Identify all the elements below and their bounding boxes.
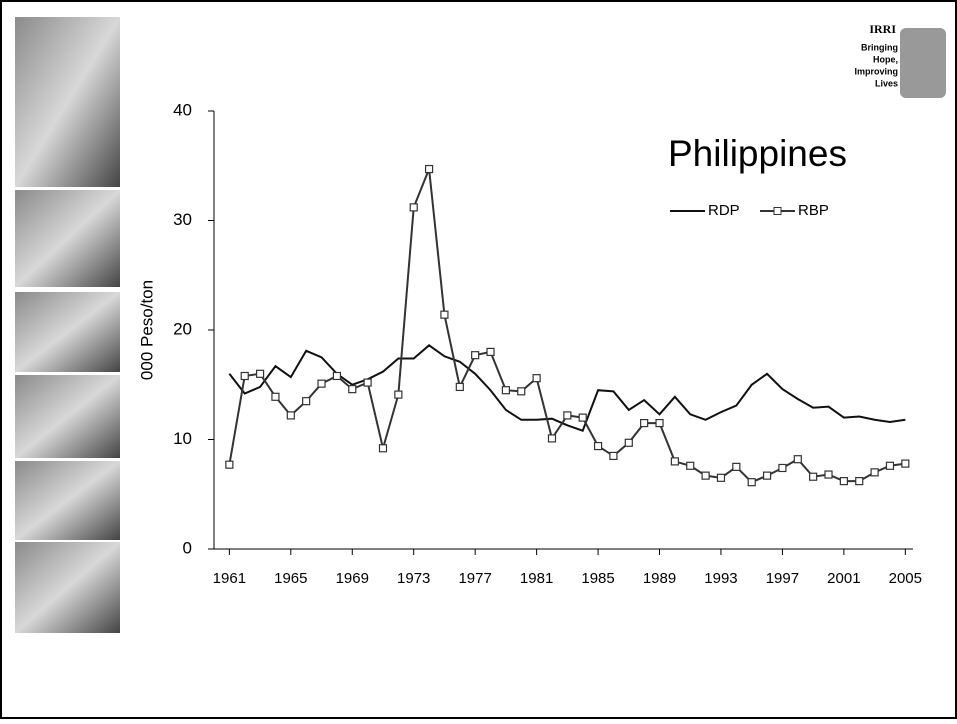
point-marker [670,457,679,466]
legend-marker [773,207,782,215]
series-line [228,344,906,433]
point-marker [593,441,603,451]
y-tick-label: 10 [173,429,192,448]
point-marker [532,374,541,383]
x-tick-label: 1973 [397,570,430,587]
point-marker [839,477,848,486]
point-marker [762,471,772,480]
point-marker [255,369,265,378]
photo [15,292,120,372]
x-tick-label: 2001 [827,570,860,587]
point-marker [624,438,633,447]
point-marker [701,471,710,480]
x-tick-label: 1989 [643,570,676,587]
point-marker [409,203,418,212]
photo [15,190,120,287]
point-marker [578,413,587,422]
x-tick-label: 1977 [458,570,491,587]
point-marker [855,477,864,486]
point-marker [716,473,726,482]
photo [15,17,120,187]
point-marker [732,462,741,471]
logo-tagline: Bringing [861,42,898,52]
logo-tagline: Improving [854,66,898,76]
point-marker [870,468,879,477]
point-marker [394,390,403,399]
point-marker [517,387,526,396]
point-marker [486,347,495,356]
point-marker [609,451,618,461]
photo [15,461,120,540]
logo-name: IRRI [869,22,896,36]
point-marker [686,461,695,470]
y-tick-label: 20 [173,319,192,338]
point-marker [455,382,464,392]
plot: 0 10 20 30 40 1961 1965 1969 1973 1977 1981 1985 198… [173,100,922,586]
point-marker [440,310,449,319]
point-marker [501,386,510,395]
chart-title: Philippines [668,133,847,174]
point-marker [547,434,557,443]
point-marker [363,378,372,387]
point-marker [809,472,818,481]
point-marker [271,392,280,401]
x-tick-label: 2005 [889,570,922,587]
logo-figure [900,28,946,98]
x-tick-label: 1965 [274,570,307,587]
point-marker [332,371,342,381]
point-marker [471,351,480,360]
point-marker [240,371,249,381]
point-marker [793,455,802,464]
x-tick-label: 1969 [336,570,369,587]
point-marker [778,463,787,473]
photo [15,542,120,633]
point-marker [378,444,388,453]
photo [15,375,120,458]
x-tick-label: 1997 [766,570,799,587]
logo-tagline: Lives [875,78,898,88]
logo: IRRI Bringing Hope, Improving Lives [854,22,946,98]
point-marker [747,478,756,487]
legend-label: RBP [798,202,829,219]
photo-strip [15,17,120,633]
y-axis-label: 000 Peso/ton [137,280,156,380]
x-tick-label: 1981 [520,570,553,587]
point-marker [640,418,649,428]
x-tick-label: 1985 [581,570,614,587]
y-tick-label: 40 [173,100,192,119]
point-marker [424,164,434,174]
point-marker [655,418,664,428]
logo-tagline: Hope, [873,54,898,64]
y-tick-label: 30 [173,210,192,229]
point-marker [317,379,326,388]
y-tick-label: 0 [183,538,192,557]
x-tick-label: 1993 [704,570,737,587]
point-marker [824,470,833,479]
point-marker [302,397,311,406]
point-marker [286,411,295,420]
point-marker [348,385,357,394]
point-marker [225,460,234,469]
x-tick-label: 1961 [213,570,246,587]
point-marker [885,461,895,470]
legend-label: RDP [708,202,740,219]
point-marker [563,411,572,420]
point-marker [901,459,910,468]
